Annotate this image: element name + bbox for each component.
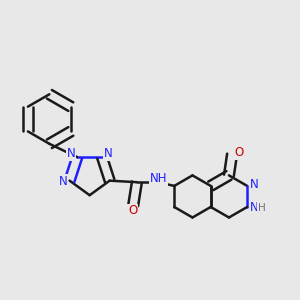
Text: N: N — [250, 178, 259, 191]
Text: O: O — [235, 146, 244, 159]
Text: N: N — [58, 175, 67, 188]
Text: NH: NH — [150, 172, 168, 185]
Text: O: O — [128, 205, 137, 218]
Text: N: N — [104, 147, 112, 160]
Text: H: H — [257, 203, 265, 213]
Text: N: N — [67, 147, 75, 160]
Text: N: N — [250, 201, 258, 214]
